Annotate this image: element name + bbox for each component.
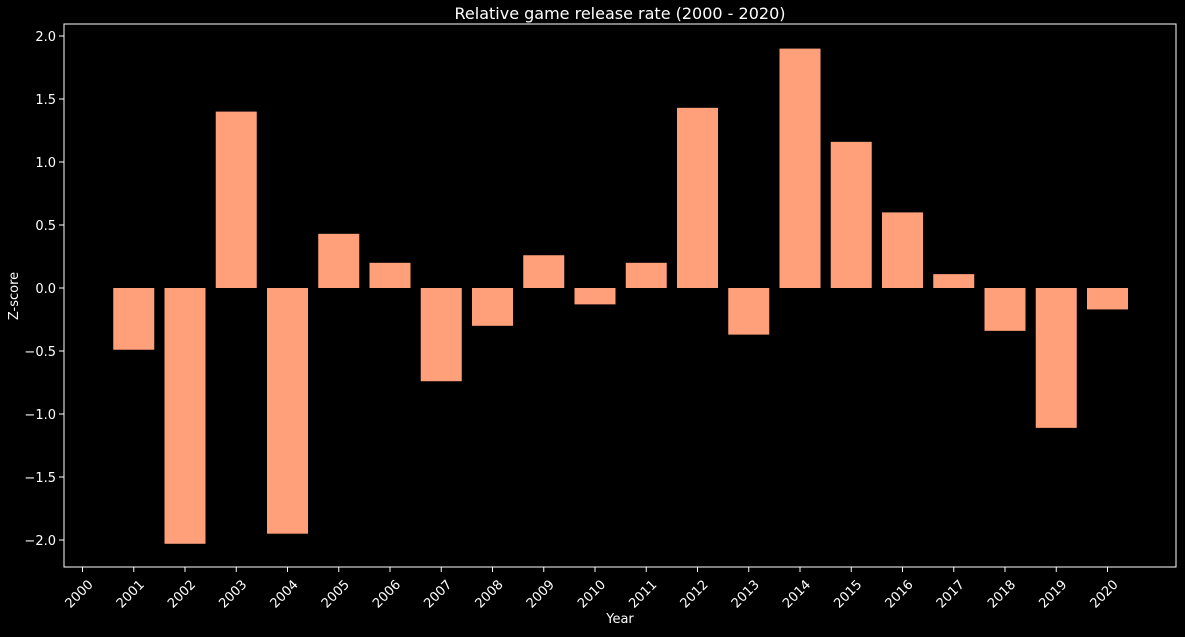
y-tick-label-3: −0.5 xyxy=(24,345,56,360)
y-tick-label-6: 1.0 xyxy=(35,156,56,171)
bar-2002 xyxy=(164,288,206,544)
y-tick-label-5: 0.5 xyxy=(35,219,56,234)
bar-2011 xyxy=(625,262,667,288)
bar-2010 xyxy=(574,288,616,305)
y-tick-label-0: −2.0 xyxy=(24,534,56,549)
plot-frame xyxy=(63,23,1177,568)
bar-2019 xyxy=(1035,288,1077,428)
y-tick-label-1: −1.5 xyxy=(24,471,56,486)
x-axis-label: Year xyxy=(605,612,634,627)
y-tick-label-7: 1.5 xyxy=(35,93,56,108)
y-tick-label-8: 2.0 xyxy=(35,30,56,45)
y-tick-label-2: −1.0 xyxy=(24,408,56,423)
bar-2004 xyxy=(267,288,308,534)
bar-2009 xyxy=(523,255,565,288)
y-ticks-group: −2.0 −1.5 −1.0 −0.5 0.0 0.5 1.0 1.5 2.0 xyxy=(24,30,64,549)
bar-2013 xyxy=(728,288,770,335)
bar-2001 xyxy=(113,288,155,350)
bar-2003 xyxy=(215,111,257,288)
bar-2020 xyxy=(1087,288,1128,310)
bars-group xyxy=(113,48,1128,544)
y-axis-label: Z-score xyxy=(7,272,22,320)
y-tick-label-4: 0.0 xyxy=(35,282,56,297)
bar-2005 xyxy=(318,233,360,288)
bar-2008 xyxy=(472,288,513,326)
bar-2018 xyxy=(984,288,1026,331)
bar-2016 xyxy=(882,212,923,288)
bar-2017 xyxy=(933,274,975,288)
bar-2015 xyxy=(830,141,872,288)
bar-2007 xyxy=(420,288,462,382)
bar-2006 xyxy=(369,262,411,288)
bar-2012 xyxy=(677,107,718,288)
chart-title: Relative game release rate (2000 - 2020) xyxy=(455,4,786,23)
bar-2014 xyxy=(779,48,821,288)
